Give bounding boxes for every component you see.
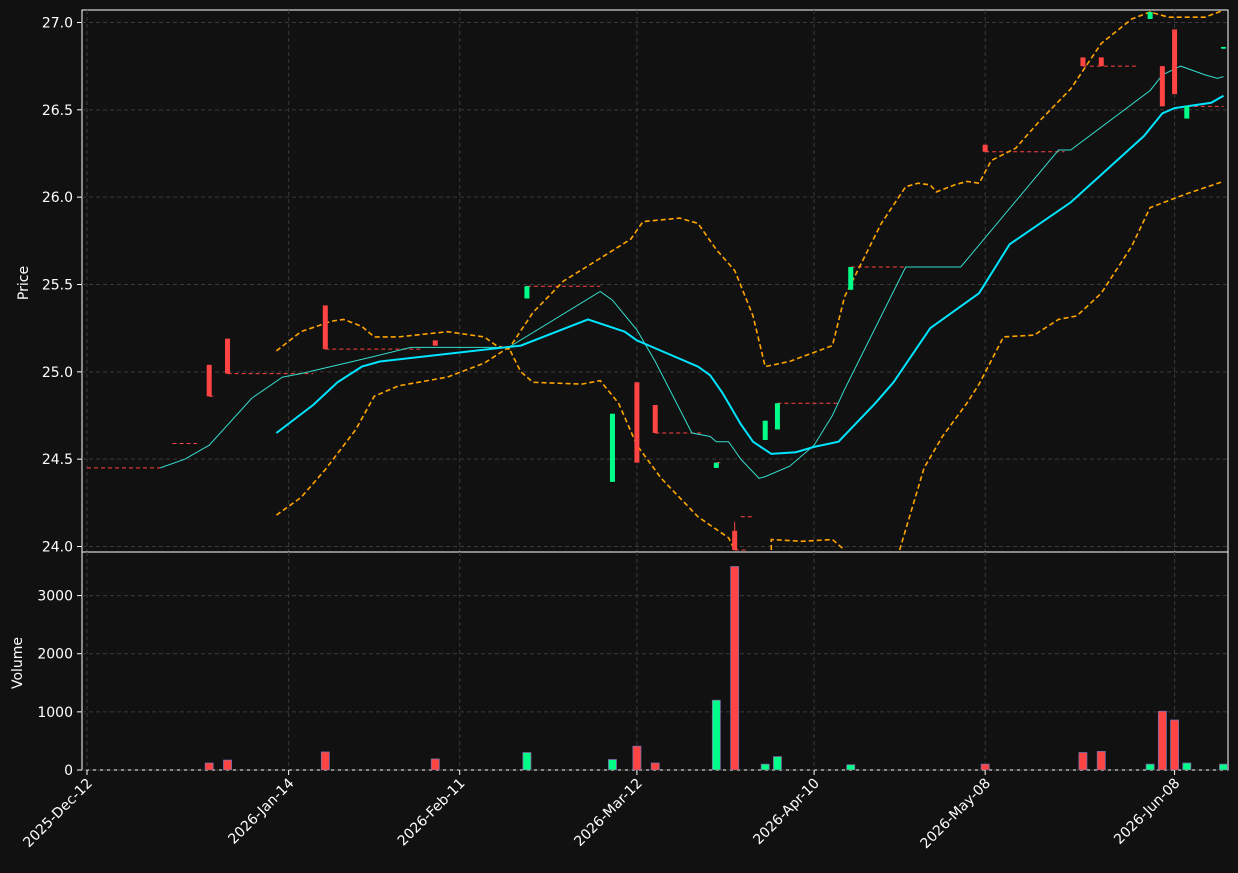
volume-bar xyxy=(1157,710,1167,770)
price-axis-label: Price xyxy=(16,266,32,300)
volume-bar xyxy=(522,752,532,770)
candle-body xyxy=(982,144,988,152)
volume-bar xyxy=(1219,763,1228,770)
volume-tick-label: 2000 xyxy=(37,647,73,663)
volume-bar xyxy=(1170,719,1179,770)
volume-grid xyxy=(82,552,1228,771)
price-tick-label: 24.0 xyxy=(42,540,73,556)
volume-bar xyxy=(1145,763,1155,770)
candle-body xyxy=(774,403,780,430)
bollinger-lower-line xyxy=(898,180,1224,551)
moving-average-slow-line xyxy=(275,94,1224,455)
candle-body xyxy=(652,405,658,433)
candle-body xyxy=(432,340,438,346)
volume-bar xyxy=(1182,762,1192,770)
price-tick-label: 26.0 xyxy=(42,190,73,206)
candle-body xyxy=(713,462,719,468)
volume-bar xyxy=(1096,750,1106,770)
price-grid xyxy=(82,10,1228,552)
volume-bar xyxy=(760,763,770,770)
candle-body xyxy=(1172,29,1178,95)
candle-body xyxy=(762,420,768,440)
candle-body xyxy=(225,338,231,374)
volume-bar xyxy=(650,762,660,770)
volume-bar xyxy=(223,759,232,770)
price-tick-label: 25.0 xyxy=(42,365,73,381)
volume-panel: 0 1000 2000 3000 Volume xyxy=(10,551,1229,779)
candle-body xyxy=(1159,66,1165,107)
candlesticks xyxy=(206,12,1226,550)
candle-body xyxy=(609,413,615,482)
volume-bar xyxy=(430,758,440,770)
candle-body xyxy=(1080,57,1086,67)
volume-bar xyxy=(320,751,330,770)
volume-axis-label: Volume xyxy=(10,637,26,689)
moving-average-fast-line xyxy=(160,65,1224,479)
volume-bar xyxy=(204,762,214,770)
bollinger-upper-line xyxy=(275,10,1224,368)
price-tick-label: 26.5 xyxy=(42,103,73,119)
volume-bar xyxy=(608,759,617,770)
candle-body xyxy=(1098,57,1104,67)
volume-tick-label: 1000 xyxy=(37,705,73,721)
candle-body xyxy=(322,305,328,350)
volume-tick-label: 0 xyxy=(64,763,73,779)
volume-bar xyxy=(1078,752,1088,770)
price-tick-label: 27.0 xyxy=(42,15,73,31)
candle-body xyxy=(524,286,530,299)
volume-tick-label: 3000 xyxy=(37,589,73,605)
volume-bars xyxy=(204,566,1228,770)
candle-body xyxy=(206,364,212,397)
volume-bar xyxy=(773,756,782,770)
volume-bar xyxy=(711,699,721,770)
candle-body xyxy=(848,267,854,290)
candle-body xyxy=(1147,12,1153,19)
moving-averages xyxy=(160,65,1224,479)
volume-y-ticks: 0 1000 2000 3000 xyxy=(37,589,82,779)
price-y-ticks: 24.0 24.5 25.0 25.5 26.0 26.5 27.0 xyxy=(42,15,82,556)
candle-body xyxy=(1184,106,1190,119)
volume-bar xyxy=(730,566,740,770)
candle-body xyxy=(634,382,640,463)
volume-bar xyxy=(632,745,642,770)
bollinger-bands xyxy=(275,10,1224,551)
bollinger-lower-line xyxy=(770,538,846,551)
candle-body xyxy=(732,530,738,550)
volume-bar xyxy=(980,763,990,770)
candle-body xyxy=(1220,46,1226,49)
volume-bar xyxy=(846,764,856,770)
price-tick-label: 24.5 xyxy=(42,452,73,468)
price-panel: 24.0 24.5 25.0 25.5 26.0 26.5 27.0 Price xyxy=(16,9,1229,556)
price-tick-label: 25.5 xyxy=(42,277,73,293)
